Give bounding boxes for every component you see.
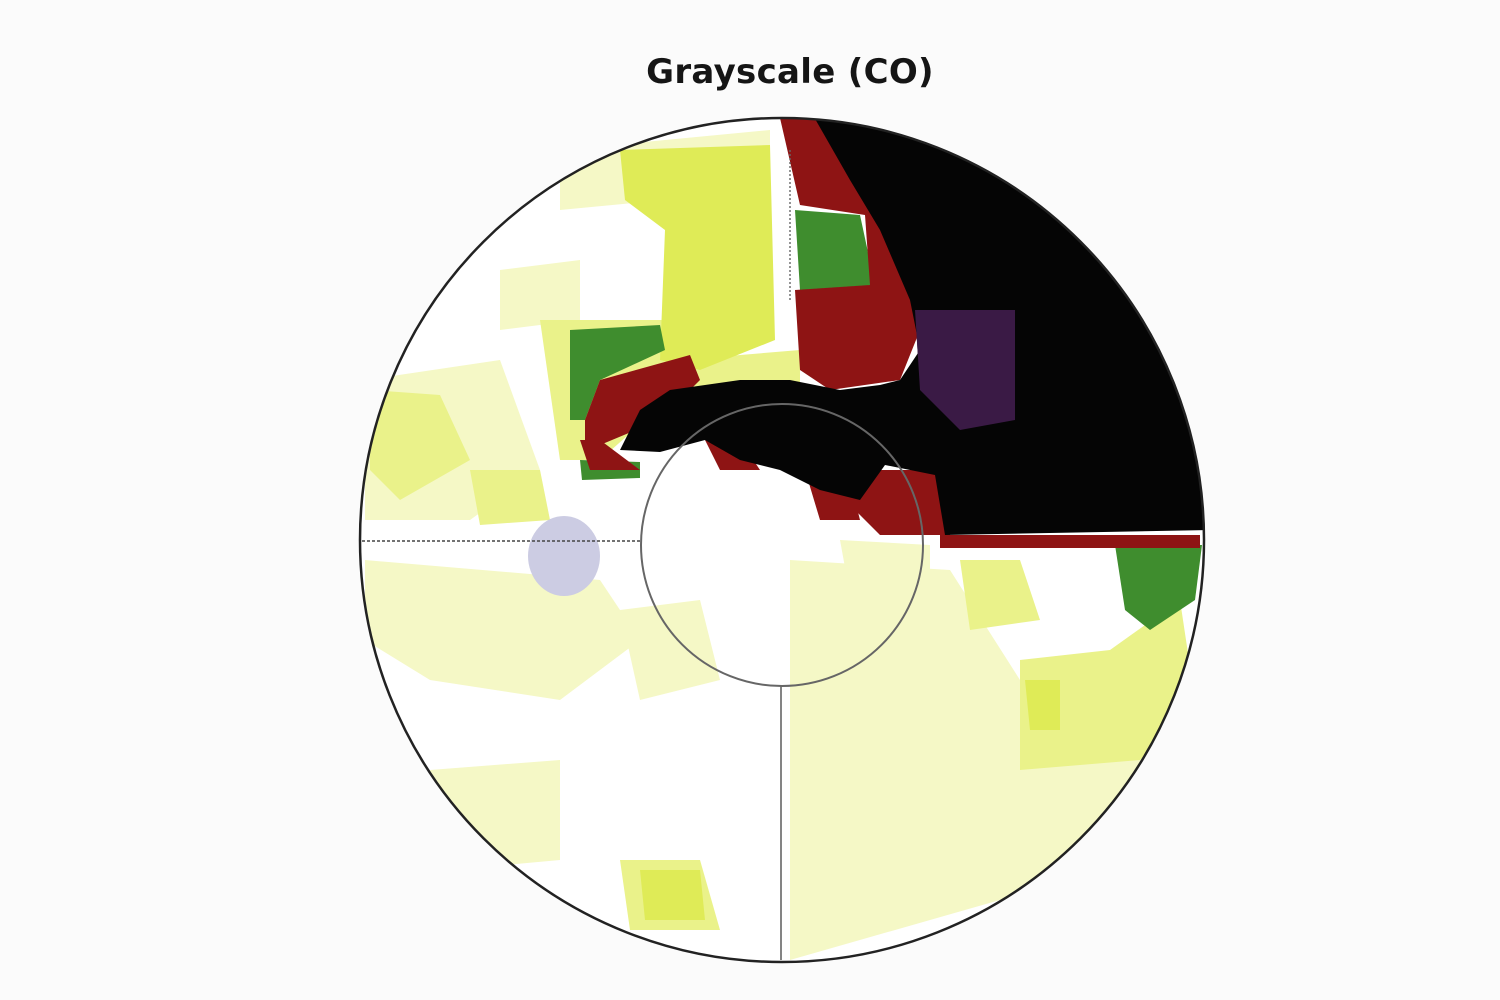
- patch-pale-yellow: [840, 540, 930, 650]
- patch-red: [940, 535, 1200, 548]
- patch-light-yellow: [1020, 600, 1195, 770]
- patch-pale-yellow: [620, 600, 720, 700]
- patch-light-yellow: [470, 470, 550, 525]
- patch-light-yellow: [960, 560, 1040, 630]
- field-overlay: [358, 116, 1206, 964]
- blind-spot-marker: [528, 516, 600, 596]
- patch-red: [780, 118, 920, 390]
- patch-green: [795, 210, 875, 290]
- patch-yellow: [1025, 680, 1060, 730]
- patch-red: [850, 470, 950, 535]
- patch-green: [570, 325, 665, 420]
- patch-light-yellow: [370, 390, 470, 500]
- central-ring: [640, 403, 924, 687]
- patch-pale-yellow: [500, 260, 580, 330]
- patch-pale-yellow: [430, 760, 560, 870]
- chart-title: Grayscale (CO): [646, 52, 934, 92]
- patch-purple: [915, 310, 1015, 430]
- patch-red: [580, 440, 640, 470]
- patch-yellow: [620, 145, 775, 370]
- patch-red: [585, 355, 700, 450]
- patch-green: [1115, 545, 1202, 630]
- patch-yellow: [640, 870, 705, 920]
- field-boundary: [358, 116, 1206, 964]
